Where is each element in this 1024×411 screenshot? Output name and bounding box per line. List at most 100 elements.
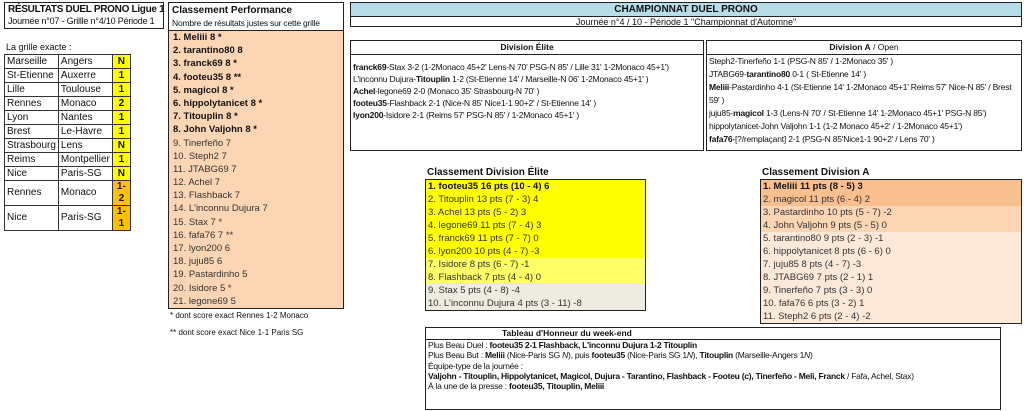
a_duels-line: Meliii-Pastardinho 4-1 (St-Etienne 14' 1… [707, 81, 1021, 107]
away-team: Paris-SG [57, 166, 113, 181]
player-name: Meliii [484, 350, 505, 361]
line-text: À la une de la presse : [428, 381, 509, 392]
a-ranking-title: Classement Division A [762, 167, 870, 178]
grid-row: Lyon Nantes 1 [4, 110, 131, 125]
results-title-box: RÉSULTATS DUEL PRONO Ligue 1 Journée n°0… [4, 2, 165, 29]
grid-row: Reims Montpellier 1 [4, 152, 131, 167]
player-name: lyon200 [353, 110, 384, 120]
division-a-duels: Division A / Open Steph2-Tinerfeño 1-1 (… [706, 40, 1022, 151]
line-text: -Isidore 2-1 (Reims 57' PSG-N 85' / 1-2M… [383, 110, 580, 120]
player-name: footeu35 [591, 350, 626, 361]
home-team: Strasbourg [4, 138, 59, 153]
result-cell: 1 [111, 82, 131, 97]
performance-item: 2. tarantino80 8 [173, 45, 243, 57]
a_duels-line: juju85-magicol 1-3 (Lens-N 70' / St-Etie… [707, 107, 1021, 120]
performance-title: Classement Performance [172, 5, 293, 16]
player-name: fafa76 [709, 134, 733, 144]
ranking-row: 9. Stax 5 pts (4 - 8) -4 [426, 284, 645, 297]
result-cell: 1-2 [111, 180, 131, 206]
result-cell: 1-1 [111, 205, 131, 231]
player-name: tarantino80 [746, 69, 791, 79]
away-team: Monaco [57, 96, 113, 111]
away-team: Le-Havre [57, 124, 113, 139]
ranking-row: 9. Tinerfeño 7 pts (3 - 3) 0 [761, 284, 1021, 297]
line-text: ), puis [568, 350, 592, 361]
ranking-row: 5. franck69 11 pts (7 - 7) 0 [426, 232, 645, 245]
honor-line: Valjohn - Titouplin, Hippolytanicet, Mag… [426, 371, 1000, 381]
line-text: -Pastardinho 4-1 (St-Etienne 14' 1-2Mona… [709, 82, 1012, 105]
performance-item: 3. franck69 8 * [173, 58, 237, 70]
elite-duels: Division Élite franck69-Stax 3-2 (1-2Mon… [350, 40, 704, 151]
performance-ranking: Classement Performance Nombre de résulta… [168, 2, 344, 309]
ranking-row: 1. Meliii 11 pts (8 - 5) 3 [761, 180, 1021, 193]
player-name: Titouplin [699, 350, 734, 361]
honor-title: Tableau d'Honneur du week-end [426, 328, 1000, 340]
grid-row: Rennes Monaco 2 [4, 96, 131, 111]
result-cell: 1 [111, 68, 131, 83]
line-text: -legone69 2-0 (Monaco 35' Strasbourg-N 7… [375, 86, 540, 96]
player-name: footeu35, Titouplin, Meliii [508, 381, 605, 392]
home-team: St-Etienne [4, 68, 59, 83]
championship-subtitle: Journée n°4 / 10 - Période 1 "Championna… [575, 17, 797, 27]
a_duels-line: JTABG69-tarantino80 0-1 ( St-Etienne 14'… [707, 68, 1021, 81]
home-team: Lyon [4, 110, 59, 125]
grid-label: La grille exacte : [6, 42, 72, 52]
results-subtitle: Journée n°07 - Grillle n°4/10 Période 1 [8, 16, 155, 26]
performance-item: 11. JTABG69 7 [173, 163, 237, 175]
ranking-row: 8. JTABG69 7 pts (2 - 1) 1 [761, 271, 1021, 284]
ranking-row: 10. L'inconnu Dujura 4 pts (3 - 11) -8 [426, 297, 645, 310]
line-text: -Flashback 2-1 (Nice-N 85' Nice1-1 90+2'… [386, 98, 597, 108]
ranking-row: 10. fafa76 6 pts (3 - 2) 1 [761, 297, 1021, 310]
performance-item: 21. legone69 5 [173, 295, 236, 307]
performance-item: 7. Titouplin 8 * [173, 111, 238, 123]
player-name: footeu35 2-1 Flashback, L'inconnu Dujura… [489, 340, 697, 350]
performance-item: 13. Flashback 7 [173, 190, 241, 202]
honor-line: À la une de la presse : footeu35, Titoup… [426, 381, 1000, 391]
exact-grid-table: Marseille Angers N St-Etienne Auxerre 1 Lille T… [4, 54, 131, 231]
away-team: Monaco [57, 180, 113, 206]
performance-item: 1. Meliii 8 * [173, 32, 222, 43]
line-text: JTABG69- [709, 69, 747, 79]
ranking-row: 1. footeu35 16 pts (10 - 4) 6 [426, 180, 645, 193]
result-cell: 1 [111, 152, 131, 167]
performance-item: 6. hippolytanicet 8 * [173, 97, 263, 109]
away-team: Nantes [57, 110, 113, 125]
division-a-title: Division A [829, 42, 871, 52]
home-team: Reims [4, 152, 59, 167]
ranking-row: 4. legone69 11 pts (7 - 4) 3 [426, 219, 645, 232]
player-name: Meliii [709, 82, 730, 92]
grid-row: Lille Toulouse 1 [4, 82, 131, 97]
ranking-row: 8. Flashback 7 pts (4 - 4) 0 [426, 271, 645, 284]
result-cell: 2 [111, 96, 131, 111]
line-text: N [562, 350, 569, 361]
line-text: hippolytanicet-John Valjohn 1-1 (1-2 Mon… [709, 121, 963, 131]
line-text: Plus Beau Duel : [428, 340, 490, 350]
player-name: Valjohn - Titouplin, Hippolytanicet, Mag… [428, 370, 845, 381]
line-text: 1-2 (St-Etienne 14' / Marseille-N 06' 1-… [449, 74, 649, 84]
grid-row: Strasbourg Lens N [4, 138, 131, 153]
ranking-row: 6. lyon200 10 pts (4 - 7) -3 [426, 245, 645, 258]
grid-row: Rennes Monaco 1-2 [4, 180, 131, 206]
result-cell: 1 [111, 110, 131, 125]
grid-row: Brest Le-Havre 1 [4, 124, 131, 139]
home-team: Rennes [4, 180, 59, 206]
a-ranking: 1. Meliii 11 pts (8 - 5) 3 2. magicol 11 … [760, 179, 1022, 324]
performance-item: 8. John Valjohn 8 * [173, 124, 257, 136]
line-text: (Marseille-Angers 1 [733, 350, 805, 361]
line-text: (Nice-Paris SG [504, 350, 563, 361]
elite_duels-line: franck69-Stax 3-2 (1-2Monaco 45+2' Lens-… [351, 61, 703, 73]
championship-header: CHAMPIONNAT DUEL PRONO Journée n°4 / 10 … [350, 2, 1022, 27]
elite_duels-line: footeu35-Flashback 2-1 (Nice-N 85' Nice1… [351, 97, 703, 109]
honor-line: Plus Beau Duel : footeu35 2-1 Flashback,… [426, 340, 1000, 350]
a_duels-line: hippolytanicet-John Valjohn 1-1 (1-2 Mon… [707, 120, 1021, 133]
honor-line: Équipe-type de la journée : [426, 361, 1000, 371]
player-name: Titouplin [415, 74, 450, 84]
performance-item: 18. juju85 6 [173, 256, 223, 268]
away-team: Montpellier [57, 152, 113, 167]
line-text: N [804, 350, 810, 361]
home-team: Brest [4, 124, 59, 139]
footnote-1: * dont score exact Rennes 1-2 Monaco [170, 311, 309, 320]
away-team: Lens [57, 138, 113, 153]
grid-row: St-Etienne Auxerre 1 [4, 68, 131, 83]
performance-item: 12. Achel 7 [173, 177, 221, 189]
